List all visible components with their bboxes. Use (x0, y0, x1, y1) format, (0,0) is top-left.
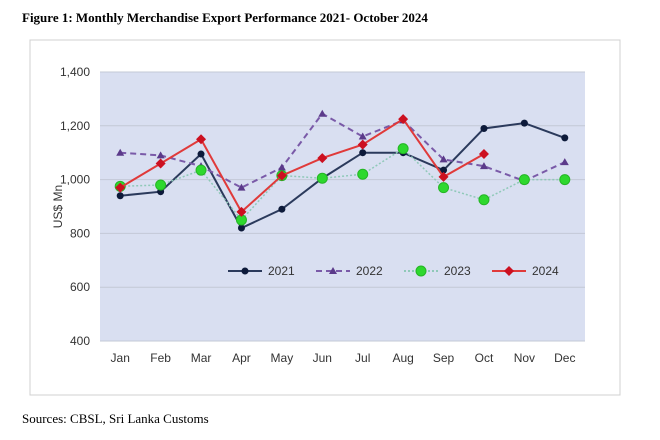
data-point (196, 134, 207, 145)
x-tick-label: Sep (433, 351, 455, 365)
y-tick-label: 800 (70, 226, 90, 240)
x-tick-label: May (271, 351, 294, 365)
data-point (195, 164, 207, 176)
series-line (119, 117, 485, 214)
x-tick-label: Nov (514, 351, 535, 365)
x-tick-label: Jan (111, 351, 130, 365)
data-point (478, 194, 490, 206)
data-point (478, 149, 489, 160)
data-point (116, 148, 125, 156)
data-point (329, 267, 337, 274)
legend-label: 2021 (268, 264, 295, 278)
data-point (116, 192, 124, 200)
plot-area (100, 72, 585, 341)
data-point (357, 139, 368, 150)
x-tick-label: Dec (554, 351, 575, 365)
data-point (479, 162, 488, 170)
data-point (237, 183, 246, 191)
data-point (276, 170, 287, 181)
data-point (560, 158, 569, 166)
x-tick-label: Aug (392, 351, 413, 365)
data-point (155, 158, 166, 169)
data-point (317, 153, 328, 164)
legend-label: 2022 (356, 264, 383, 278)
data-point (358, 132, 367, 140)
data-point (559, 174, 571, 186)
x-tick-label: Apr (232, 351, 251, 365)
data-point (518, 174, 530, 186)
x-tick-label: Jun (313, 351, 332, 365)
legend-label: 2023 (444, 264, 471, 278)
data-point (318, 109, 327, 117)
data-point (316, 172, 328, 184)
x-tick-label: Mar (191, 351, 212, 365)
y-tick-label: 1,400 (60, 65, 90, 79)
data-point (155, 179, 167, 191)
y-axis-label: US$ Mn (51, 185, 65, 228)
data-point (440, 166, 448, 174)
data-point (415, 265, 427, 277)
data-point (480, 124, 488, 132)
data-point (197, 150, 205, 158)
y-tick-label: 400 (70, 334, 90, 348)
data-point (237, 224, 245, 232)
series-line (120, 122, 566, 230)
source-note: Sources: CBSL, Sri Lanka Customs (22, 411, 209, 426)
x-tick-label: Oct (475, 351, 494, 365)
data-point (359, 149, 367, 157)
y-tick-label: 1,000 (60, 173, 90, 187)
data-point (397, 143, 409, 155)
data-point (439, 155, 448, 163)
data-point (561, 134, 569, 142)
data-point (520, 119, 528, 127)
x-tick-label: Jul (355, 351, 370, 365)
data-point (241, 267, 249, 275)
x-tick-label: Feb (150, 351, 171, 365)
legend-label: 2024 (532, 264, 559, 278)
chart-title: Figure 1: Monthly Merchandise Export Per… (22, 10, 428, 25)
data-point (236, 206, 247, 217)
series-line (120, 112, 566, 189)
data-point (156, 151, 165, 159)
data-point (115, 182, 126, 193)
y-tick-label: 1,200 (60, 119, 90, 133)
data-point (438, 182, 450, 194)
data-point (398, 114, 409, 125)
data-point (357, 168, 369, 180)
data-point (277, 163, 286, 171)
data-point (438, 171, 449, 182)
series-line (120, 147, 565, 222)
data-point (278, 205, 286, 213)
y-tick-label: 600 (70, 280, 90, 294)
series-2024 (115, 114, 489, 217)
legend: 2021 2022 2023 2024 (228, 264, 559, 278)
data-point (504, 266, 514, 276)
